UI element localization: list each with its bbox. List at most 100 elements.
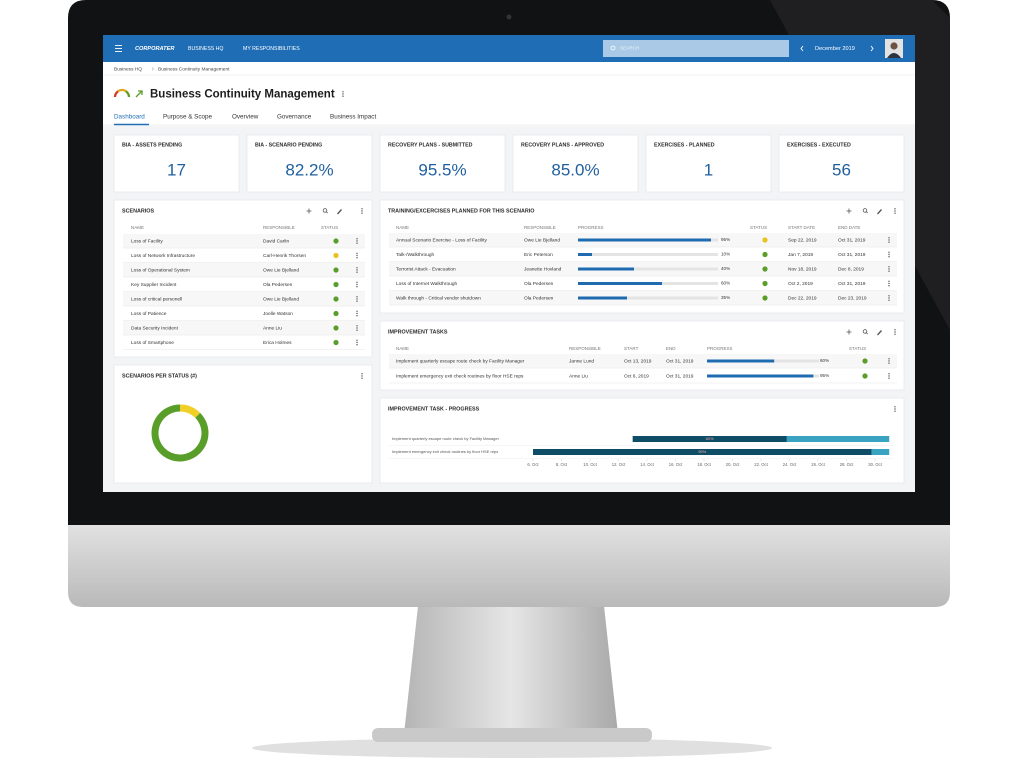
dot [356, 283, 358, 286]
scenario-responsible: Anne Liu [263, 325, 282, 331]
tab[interactable]: Dashboard [114, 114, 145, 121]
search-button[interactable] [322, 208, 328, 214]
next-period[interactable] [870, 45, 874, 52]
row-background[interactable] [123, 306, 365, 321]
nav-item[interactable]: BUSINESS HQ [188, 46, 223, 52]
progress-bar [578, 253, 592, 256]
tab[interactable]: Purpose & Scope [163, 114, 213, 121]
kpi-label: BIA - SCENARIO PENDING [255, 142, 322, 148]
more-menu[interactable] [888, 358, 890, 364]
stand-neck [404, 606, 618, 734]
search-box[interactable] [603, 40, 789, 57]
more-menu[interactable] [356, 267, 358, 273]
more-menu[interactable] [888, 237, 890, 243]
kpi-label: BIA - ASSETS PENDING [122, 142, 182, 148]
more-menu[interactable] [894, 329, 896, 335]
row-background[interactable] [123, 335, 365, 350]
scenario-name: Loss of Facility [131, 238, 163, 244]
plus-icon [306, 208, 312, 214]
task-responsible: Anne Liu [569, 373, 588, 379]
more-menu[interactable] [356, 296, 358, 302]
dot [361, 208, 363, 210]
row-background[interactable] [123, 248, 365, 263]
search-button[interactable] [862, 208, 868, 214]
breadcrumb-link[interactable]: Business HQ [114, 66, 142, 72]
column-header: START [624, 346, 639, 351]
more-menu[interactable] [356, 238, 358, 244]
kpi-label: RECOVERY PLANS - SUBMITTED [388, 142, 473, 148]
dot [356, 310, 358, 312]
more-menu[interactable] [888, 266, 890, 272]
dot [356, 339, 358, 341]
training-responsible: Jeanette Hovland [524, 266, 562, 272]
column-header: STATUS [321, 225, 338, 230]
prev-period[interactable] [800, 45, 804, 52]
search-handle [866, 332, 868, 335]
gantt-progress-label: 95% [698, 449, 706, 454]
edit-button[interactable] [877, 330, 882, 336]
stand-base [372, 728, 652, 742]
more-menu[interactable] [356, 252, 358, 259]
x-tick-label: 30. Oct [868, 462, 882, 467]
more-menu[interactable] [888, 280, 890, 287]
row-background[interactable] [123, 321, 365, 335]
end-date: Oct 31, 2019 [838, 252, 866, 258]
nav-item[interactable]: MY RESPONSIBILITIES [243, 46, 300, 52]
start-date: Jan 7, 2019 [788, 252, 813, 258]
status-indicator [333, 267, 339, 273]
more-menu[interactable] [356, 310, 358, 317]
more-menu[interactable] [356, 339, 358, 346]
period[interactable]: December 2019 [815, 46, 855, 52]
more-menu[interactable] [356, 325, 358, 331]
panel [379, 134, 506, 193]
more-menu[interactable] [894, 208, 896, 214]
more-menu[interactable] [342, 91, 344, 97]
tab[interactable]: Business Impact [330, 114, 376, 121]
tab[interactable]: Governance [277, 114, 312, 121]
status-indicator [762, 295, 768, 301]
dot [888, 270, 890, 272]
dot [888, 266, 890, 268]
menu-button[interactable] [115, 45, 122, 52]
dot [356, 300, 358, 302]
status-indicator [762, 266, 768, 272]
plus-button[interactable] [846, 329, 852, 335]
more-menu[interactable] [888, 251, 890, 258]
row-background[interactable] [123, 277, 365, 292]
column-header: RESPONSIBLE [263, 225, 295, 230]
panel-title: SCENARIOS [122, 208, 154, 214]
dot [894, 329, 896, 331]
dot [894, 333, 896, 335]
scenario-responsible: Owe Lie Bjelland [263, 267, 299, 273]
training-name: Terrorist Attack - Evacuation [396, 266, 456, 272]
plus-button[interactable] [846, 208, 852, 214]
tab[interactable]: Overview [232, 114, 259, 121]
more-menu[interactable] [361, 208, 363, 214]
search-button[interactable] [862, 329, 868, 335]
scenario-responsible: Joelle Watson [263, 311, 293, 317]
edit-button[interactable] [877, 209, 882, 215]
training-responsible: Ola Pedersen [524, 281, 554, 287]
more-menu[interactable] [888, 295, 890, 301]
more-menu[interactable] [356, 281, 358, 288]
dot [361, 210, 363, 212]
x-tick-label: 6. Oct [527, 462, 539, 467]
plus-icon [846, 329, 852, 335]
training-name: Annual Scenario Exercise - Loss of Facil… [396, 237, 488, 243]
row-background[interactable] [123, 263, 365, 277]
column-header: STATUS [750, 225, 767, 230]
more-menu[interactable] [888, 373, 890, 379]
panel [246, 134, 373, 193]
plus-button[interactable] [306, 208, 312, 214]
more-menu[interactable] [361, 373, 363, 379]
breadcrumb-separator [151, 67, 154, 71]
scenario-responsible: Ola Pedersen [263, 282, 293, 288]
more-menu[interactable] [894, 406, 896, 412]
row-background[interactable] [123, 234, 365, 248]
row-background[interactable] [389, 369, 897, 383]
edit-button[interactable] [337, 209, 342, 215]
dot [888, 268, 890, 270]
row-background[interactable] [123, 292, 365, 306]
start-date: Dec 22, 2019 [788, 295, 817, 301]
row-background[interactable] [389, 354, 897, 368]
